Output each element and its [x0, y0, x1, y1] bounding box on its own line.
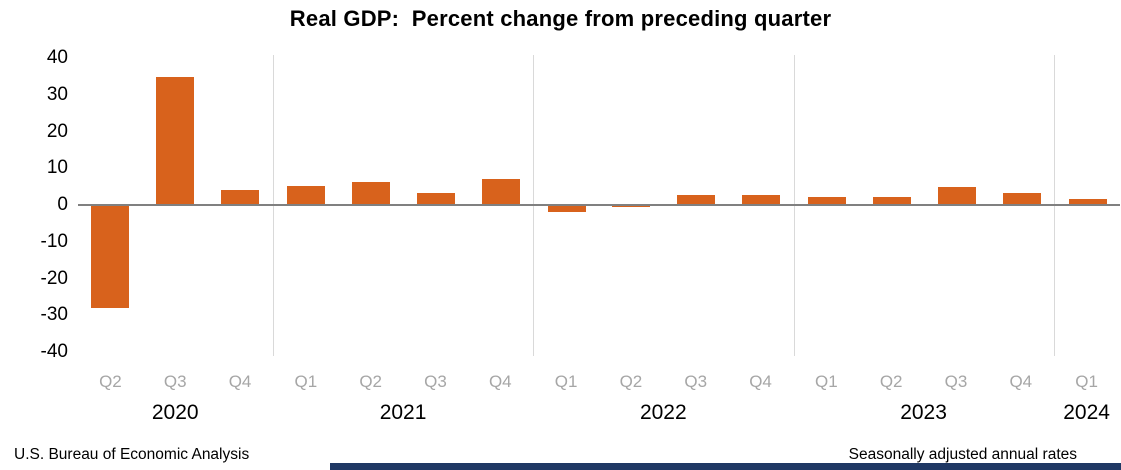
bar-slot-2021-Q3 [403, 55, 468, 356]
bar-slot-2023-Q2 [860, 55, 925, 356]
y-tick-label: 10 [46, 157, 68, 179]
year-group-2021 [274, 55, 535, 356]
gdp-bar-2020-Q3 [156, 77, 195, 205]
quarter-label: Q4 [749, 372, 772, 391]
y-tick-label: -20 [40, 267, 68, 289]
bar-slot-2020-Q3 [143, 55, 208, 356]
adjustment-note: Seasonally adjusted annual rates [848, 446, 1077, 463]
quarter-label: Q2 [879, 372, 903, 391]
year-group-2024 [1055, 55, 1120, 356]
quarter-label: Q3 [424, 372, 447, 391]
quarter-label-group-2020: Q2 Q3 Q4 [78, 371, 273, 393]
year-label-2024: 2024 [1063, 401, 1110, 424]
gdp-bar-2021-Q1 [287, 185, 326, 205]
gdp-bar-2023-Q2 [872, 197, 911, 205]
y-axis-tick-labels: 40 30 20 10 0 -10 -20 -30 -40 [0, 0, 68, 470]
gdp-bar-2021-Q3 [416, 192, 455, 205]
bar-slot-2022-Q2 [599, 55, 664, 356]
bar-slot-2022-Q3 [664, 55, 729, 356]
quarter-label: Q3 [684, 372, 708, 391]
bar-slot-2021-Q4 [468, 55, 533, 356]
bar-slot-2023-Q1 [795, 55, 860, 356]
y-tick-label: 30 [46, 83, 68, 105]
bar-slot-2021-Q2 [339, 55, 404, 356]
gdp-bar-2020-Q4 [221, 189, 260, 205]
quarter-label: Q2 [619, 372, 643, 391]
plot-area [78, 55, 1120, 356]
bar-slot-2021-Q1 [274, 55, 339, 356]
gdp-bar-2023-Q4 [1002, 192, 1041, 205]
bar-slot-2024-Q1 [1055, 55, 1120, 356]
footer-accent-bar [330, 463, 1121, 470]
year-label-2023: 2023 [900, 401, 947, 424]
bar-slot-2022-Q4 [729, 55, 794, 356]
quarter-label-group-2022: Q1 Q2 Q3 Q4 [534, 371, 794, 393]
gdp-bar-2023-Q1 [808, 196, 847, 205]
x-axis-year-labels: 2020 2021 2022 2023 2024 [78, 399, 1120, 427]
year-label-2021: 2021 [379, 401, 427, 424]
gdp-bar-2021-Q2 [351, 182, 390, 205]
bar-slot-2023-Q3 [924, 55, 989, 356]
quarter-label: Q4 [1009, 372, 1033, 391]
gdp-bar-2021-Q4 [481, 179, 520, 205]
gdp-bar-2024-Q1 [1068, 199, 1107, 205]
quarter-label: Q4 [488, 372, 512, 391]
year-group-2020 [78, 55, 274, 356]
gdp-bar-2022-Q3 [677, 195, 716, 205]
quarter-label: Q1 [815, 372, 838, 391]
y-tick-label: 0 [57, 194, 68, 215]
gdp-bar-2022-Q1 [547, 205, 586, 213]
bar-slot-2020-Q2 [78, 55, 143, 356]
quarter-label-group-2024: Q1 [1054, 371, 1120, 393]
year-label-2022: 2022 [639, 401, 687, 424]
quarter-label: Q2 [99, 372, 122, 391]
y-tick-label: -40 [40, 341, 68, 362]
y-tick-label: -30 [40, 304, 68, 326]
quarter-label: Q1 [554, 372, 578, 391]
quarter-label: Q2 [359, 372, 382, 391]
gdp-bar-2022-Q4 [742, 195, 781, 205]
y-tick-label: -10 [40, 230, 68, 252]
y-tick-label: 20 [46, 120, 68, 142]
bar-slot-2022-Q1 [534, 55, 599, 356]
gdp-bar-2022-Q2 [612, 205, 651, 208]
gdp-bar-2020-Q2 [91, 205, 130, 308]
quarter-label: Q4 [228, 372, 252, 391]
year-label-2020: 2020 [151, 401, 199, 424]
gdp-bar-2023-Q3 [937, 186, 976, 205]
quarter-label-group-2023: Q1 Q2 Q3 Q4 [794, 371, 1054, 393]
quarter-label-group-2021: Q1 Q2 Q3 Q4 [273, 371, 533, 393]
quarter-label: Q1 [294, 372, 318, 391]
zero-axis-line [78, 204, 1120, 206]
y-tick-label: 40 [46, 47, 68, 68]
x-axis-quarter-labels: Q2 Q3 Q4 Q1 Q2 Q3 Q4 Q1 Q2 Q3 Q4 Q1 Q2 Q3 Q4 Q1 [78, 371, 1120, 393]
quarter-label: Q3 [944, 372, 968, 391]
bar-slot-2020-Q4 [208, 55, 273, 356]
quarter-label: Q3 [163, 372, 187, 391]
chart-title: Real GDP: Percent change from preceding … [289, 6, 832, 31]
quarter-label: Q1 [1075, 372, 1098, 391]
bar-slot-2023-Q4 [989, 55, 1054, 356]
source-attribution: U.S. Bureau of Economic Analysis [14, 446, 250, 463]
